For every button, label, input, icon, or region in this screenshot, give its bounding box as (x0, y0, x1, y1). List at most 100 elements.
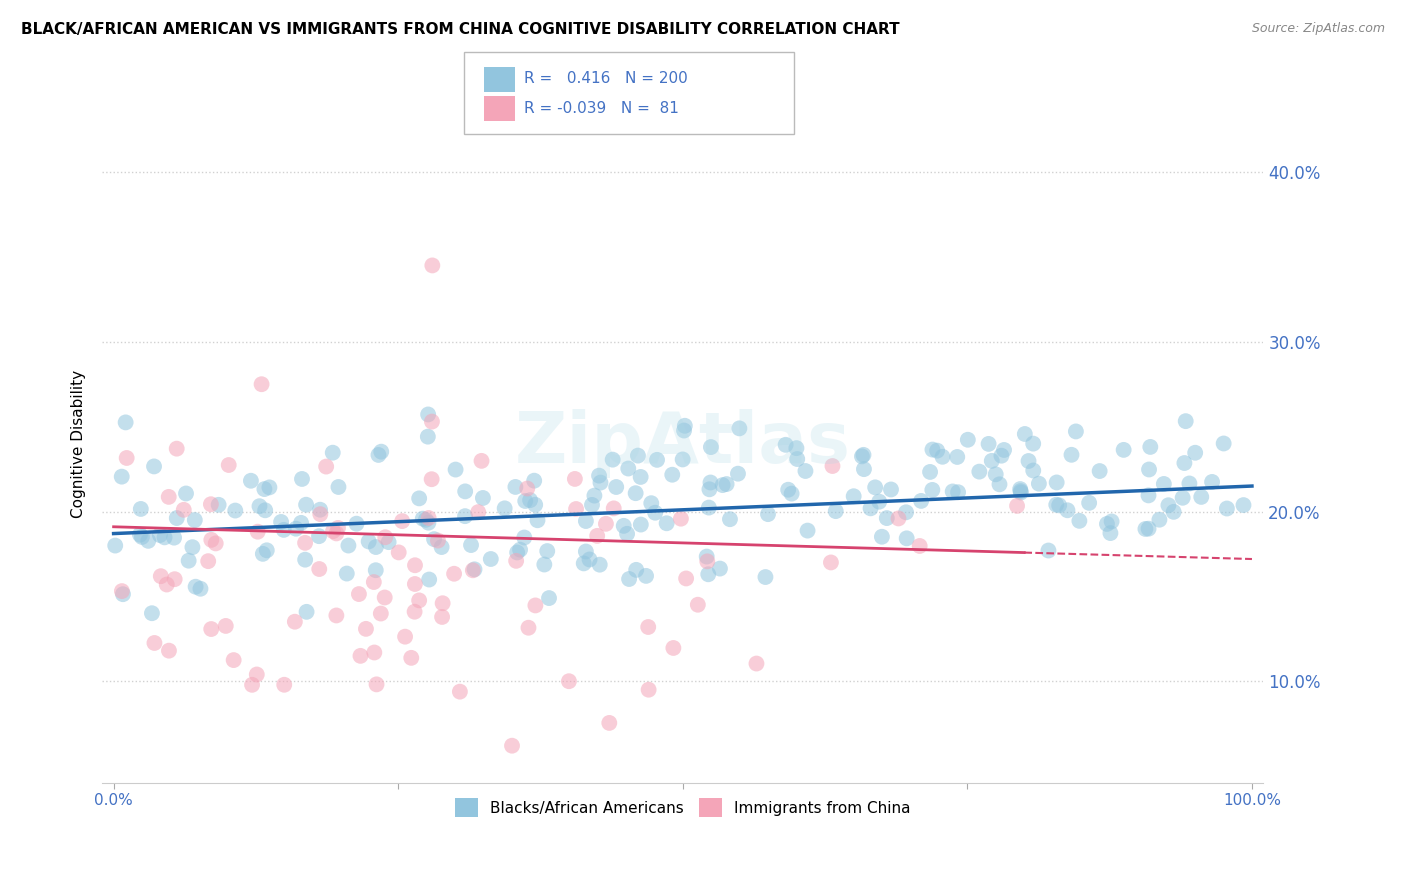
Point (1137, 488, 1160, 502)
Point (980, 454, 1002, 468)
Point (565, 502, 588, 516)
Point (1045, 498, 1067, 512)
Point (696, 554, 718, 568)
Point (163, 531, 186, 545)
Point (851, 450, 873, 464)
Point (988, 477, 1011, 491)
Point (471, 491, 494, 505)
Point (325, 608, 347, 623)
Point (946, 485, 969, 500)
Point (1201, 475, 1223, 489)
Point (709, 561, 731, 575)
Point (1173, 456, 1195, 470)
Point (157, 490, 180, 504)
Point (796, 524, 818, 538)
Point (820, 556, 842, 570)
Point (536, 544, 558, 558)
Point (328, 480, 350, 494)
Point (516, 482, 538, 496)
Point (177, 554, 200, 568)
Point (322, 446, 344, 460)
Point (136, 533, 159, 548)
Point (246, 524, 269, 539)
Point (364, 540, 387, 554)
Point (785, 441, 807, 455)
Point (931, 450, 953, 464)
Point (602, 452, 624, 467)
Point (977, 437, 1000, 451)
Point (821, 458, 844, 473)
Point (921, 442, 943, 457)
Point (780, 486, 803, 500)
Point (1112, 442, 1135, 457)
Point (910, 494, 932, 508)
Point (509, 542, 531, 557)
Point (942, 484, 965, 499)
Point (1046, 475, 1069, 490)
Point (153, 530, 176, 544)
Point (669, 511, 692, 525)
Point (673, 418, 696, 433)
Point (533, 558, 555, 572)
Point (1038, 543, 1060, 558)
Point (1174, 414, 1197, 428)
Point (1018, 454, 1040, 468)
Point (418, 573, 440, 587)
Point (129, 527, 152, 541)
Point (174, 486, 197, 500)
Point (111, 469, 134, 483)
Point (1232, 498, 1254, 512)
Point (363, 646, 385, 660)
Point (200, 497, 222, 511)
Point (347, 587, 370, 601)
Point (111, 587, 134, 601)
Y-axis label: Cognitive Disability: Cognitive Disability (72, 369, 86, 517)
Point (870, 530, 893, 544)
Point (163, 572, 186, 586)
Text: Source: ZipAtlas.com: Source: ZipAtlas.com (1251, 22, 1385, 36)
Point (1010, 482, 1032, 496)
Point (256, 543, 278, 558)
Point (430, 540, 453, 554)
Point (1212, 436, 1234, 450)
Point (420, 259, 443, 273)
Point (295, 498, 318, 512)
Point (1216, 501, 1239, 516)
Point (581, 498, 603, 512)
Text: R = -0.039   N =  81: R = -0.039 N = 81 (524, 102, 679, 116)
Point (589, 475, 612, 490)
Point (603, 501, 626, 516)
Point (586, 529, 609, 543)
Point (969, 465, 991, 479)
Point (111, 584, 134, 599)
Point (794, 464, 817, 478)
Point (239, 474, 262, 488)
Point (104, 539, 127, 553)
Point (699, 475, 721, 490)
Point (700, 440, 723, 454)
Point (1047, 499, 1070, 513)
Text: ZipAtlas: ZipAtlas (515, 409, 851, 478)
Point (673, 424, 696, 438)
Point (427, 533, 450, 548)
Point (1178, 476, 1201, 491)
Point (349, 648, 371, 663)
Point (394, 630, 416, 644)
Point (675, 571, 697, 585)
Point (204, 536, 226, 550)
Point (605, 480, 627, 494)
Point (956, 433, 979, 447)
Point (308, 562, 330, 576)
Point (756, 507, 779, 521)
Point (246, 667, 269, 681)
Point (388, 545, 411, 559)
Point (363, 575, 385, 590)
Point (418, 408, 440, 422)
Point (896, 532, 918, 546)
Point (1010, 484, 1032, 499)
Point (515, 494, 537, 508)
Point (364, 563, 387, 577)
Point (1153, 477, 1175, 491)
Point (927, 443, 949, 458)
Point (727, 467, 749, 481)
